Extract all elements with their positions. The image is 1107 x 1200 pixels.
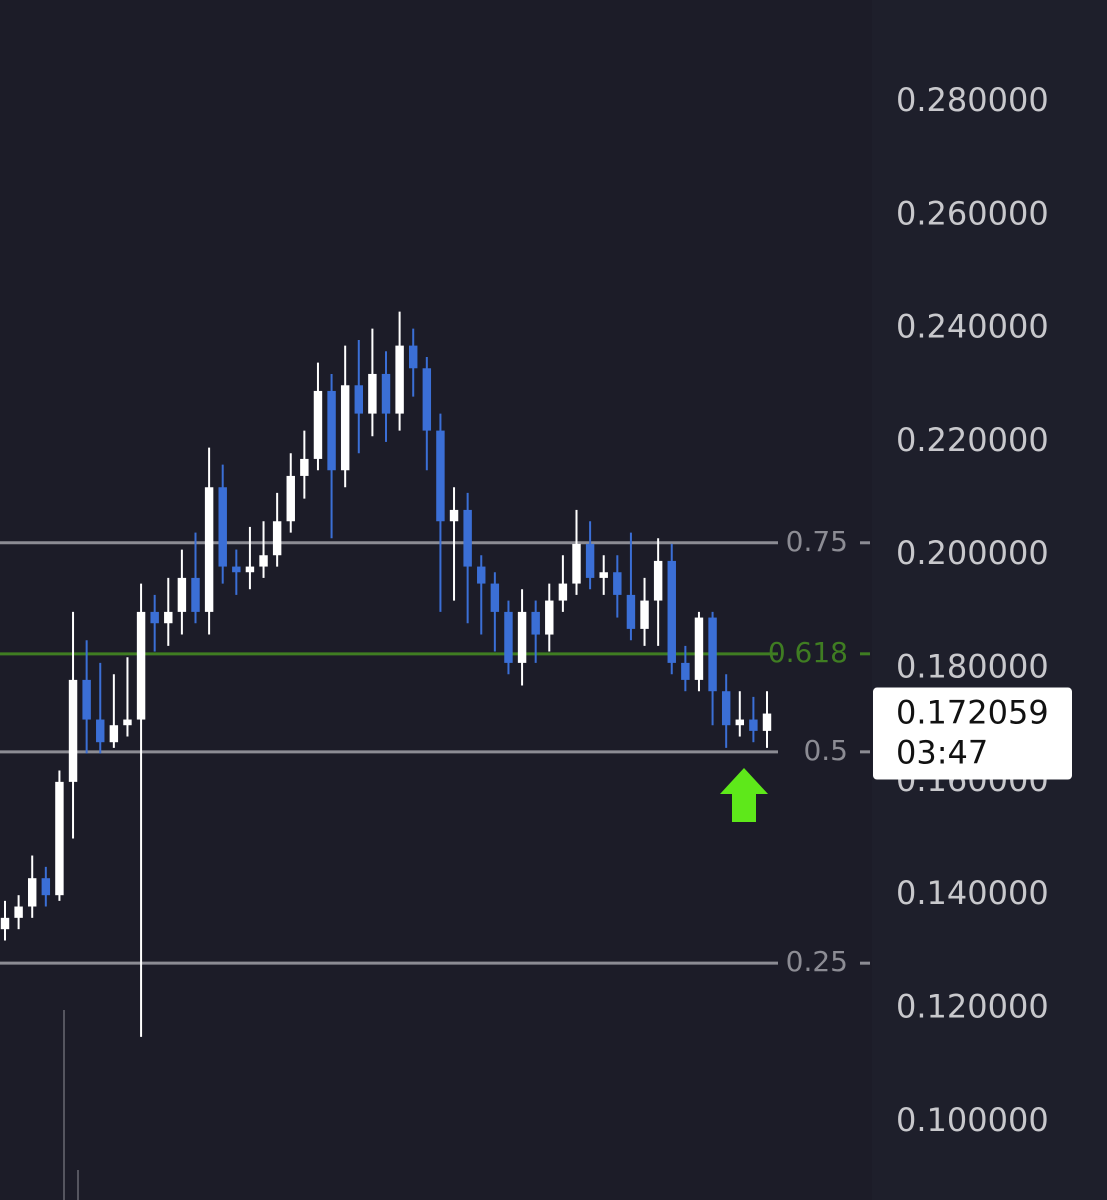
y-tick-label: 0.200000 [896,534,1049,572]
candle-body [694,617,704,680]
candle-body [667,560,676,663]
candle-body [245,566,255,573]
candle-body [68,679,78,782]
last-price-label: 0.172059 [896,694,1049,732]
candle-body [681,662,690,680]
y-tick-label: 0.240000 [896,308,1049,346]
candle-body [449,509,459,522]
candle-body [721,691,731,726]
fib-level-label: 0.5 [803,734,848,767]
candle-body [218,487,227,567]
candle-body [640,600,649,629]
candle-body [626,594,636,629]
candle-body [599,572,608,578]
candle-body [422,368,432,431]
candle-body [408,345,418,369]
candle-body [96,719,105,743]
candle-body [463,509,472,567]
candle-body [381,373,391,414]
candle-body [762,713,772,731]
y-tick-label: 0.280000 [896,81,1049,119]
candle-body [735,719,745,726]
candle-body [259,555,268,567]
candle-body [572,543,581,584]
candle-body [232,566,241,573]
candle-body [340,385,350,471]
candle-body [286,475,295,522]
y-tick-label: 0.120000 [896,987,1049,1025]
candle-body [55,781,64,896]
y-tick-label: 0.100000 [896,1101,1049,1139]
fib-level-label: 0.618 [768,636,848,669]
candle-body [504,611,513,663]
candle-body [123,719,132,726]
candle-body [27,878,37,907]
candle-body [490,583,500,612]
candle-body [545,600,554,635]
candle-body [300,458,309,476]
candle-body [749,719,758,731]
y-tick-label: 0.140000 [896,874,1049,912]
candle-body [204,487,214,612]
candle-body [558,583,568,601]
candle-body [82,679,91,720]
candle-body [653,560,663,601]
price-axis-panel [872,0,1107,1200]
candle-body [41,878,51,896]
candle-body [150,611,159,624]
candle-body [585,543,595,578]
candle-body [477,566,486,584]
y-tick-label: 0.220000 [896,421,1049,459]
candle-body [14,906,23,918]
candle-body [136,611,146,720]
last-price-box [873,687,1072,780]
candle-body [354,385,364,414]
candle-body [272,521,282,556]
candle-body [191,577,200,612]
candle-body [109,725,119,743]
up-arrow [720,768,768,822]
candle-body [327,390,336,471]
y-tick-label: 0.180000 [896,648,1049,686]
candle-body [436,430,445,522]
candle-body [531,611,540,635]
candle-body [613,572,622,595]
candle-body [0,917,10,930]
candle-body [368,373,377,414]
candle-body [313,390,323,459]
candle-body [177,577,187,612]
candle-body [517,611,527,663]
y-tick-label: 0.260000 [896,194,1049,232]
candle-body [708,617,717,692]
candle-body [164,611,173,624]
candle-body [395,345,404,414]
countdown-label: 03:47 [896,734,988,772]
fib-level-label: 0.75 [786,525,848,558]
fib-level-label: 0.25 [786,945,848,978]
